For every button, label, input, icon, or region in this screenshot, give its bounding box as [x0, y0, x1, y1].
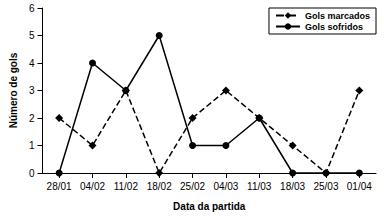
svg-text:0: 0: [29, 168, 35, 179]
svg-text:Gols sofridos: Gols sofridos: [305, 22, 363, 32]
svg-text:04/02: 04/02: [80, 181, 105, 192]
svg-text:11/03: 11/03: [247, 181, 272, 192]
svg-text:Data da partida: Data da partida: [173, 201, 246, 212]
svg-text:18/02: 18/02: [147, 181, 172, 192]
svg-text:4: 4: [29, 58, 35, 69]
svg-text:25/03: 25/03: [313, 181, 338, 192]
svg-text:3: 3: [29, 85, 35, 96]
svg-text:Número de gols: Número de gols: [8, 52, 19, 128]
svg-text:28/01: 28/01: [47, 181, 72, 192]
svg-text:01/04: 01/04: [347, 181, 372, 192]
svg-text:25/02: 25/02: [180, 181, 205, 192]
svg-text:11/02: 11/02: [114, 181, 139, 192]
svg-text:2: 2: [29, 113, 35, 124]
svg-text:04/03: 04/03: [213, 181, 238, 192]
svg-text:1: 1: [29, 140, 35, 151]
svg-text:6: 6: [29, 3, 35, 14]
svg-text:5: 5: [29, 30, 35, 41]
svg-text:18/03: 18/03: [280, 181, 305, 192]
svg-text:Gols marcados: Gols marcados: [305, 11, 370, 21]
